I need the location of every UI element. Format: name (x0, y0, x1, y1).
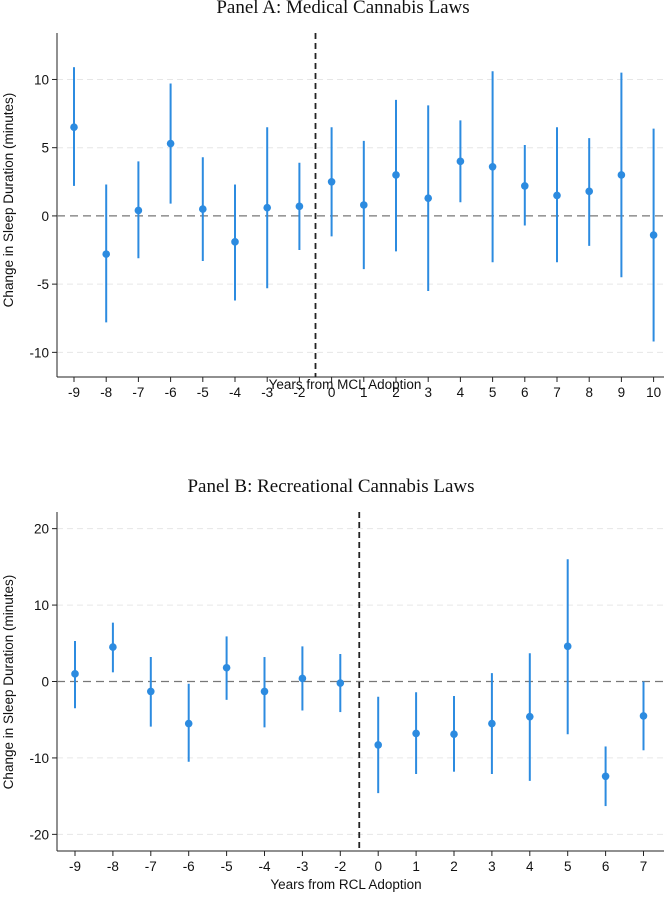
panel-a-axes: -10 -5 0 5 10 -9 -8 -7 -6 -5 -4 -3 -2 0 1 2 3 4 5 6 7 8 9 10 (29, 33, 664, 400)
panel-b-x-tick-label: -2 (334, 859, 346, 874)
panel-a-point-0 (327, 178, 336, 186)
panel-b-x-axis-label: Years from RCL Adoption (270, 877, 421, 892)
panel-b-x-tick-label: -6 (183, 859, 195, 874)
panel-a-x-tick-label: 6 (521, 385, 529, 400)
panel-a-x-tick-label: -9 (68, 385, 80, 400)
panel-b-point-3 (488, 719, 496, 728)
panel-b-x-tick-label: -8 (107, 859, 119, 874)
panel-a-point-8 (585, 187, 593, 196)
panel-a-point-2 (392, 171, 400, 179)
panel-a-x-tick-label: 9 (618, 385, 626, 400)
panel-a-x-tick-label: 2 (392, 385, 400, 400)
panel-b-x-tick-label: 1 (412, 859, 420, 874)
panel-a-x-tick-label: 10 (646, 385, 661, 400)
panel-a-x-tick-label: 3 (424, 385, 432, 400)
panel-a-y-tick-label: -5 (37, 277, 49, 292)
panel-a-marks (57, 33, 664, 377)
panel-a-x-tick-label: -6 (165, 385, 177, 400)
panel-b-point-1 (412, 729, 420, 738)
panel-b-x-tick-label: -3 (296, 859, 308, 874)
panel-a-point-9 (617, 171, 626, 179)
panel-b-x-tick-label: 6 (602, 859, 610, 874)
panel-b-x-tick-label: -5 (221, 859, 233, 874)
panel-b-point--3 (298, 674, 307, 683)
panel-a-y-axis-label: Change in Sleep Duration (minutes) (1, 93, 16, 308)
panel-b-x-tick-label: 7 (640, 859, 648, 874)
panel-b-y-tick-label: 0 (41, 675, 49, 690)
panel-b-point--5 (222, 663, 231, 672)
panel-a-x-tick-label: -4 (229, 385, 241, 400)
panel-b: Panel B: Recreational Cannabis Laws -20-… (1, 476, 664, 892)
panel-b-point-2 (450, 730, 458, 739)
panel-b-title: Panel B: Recreational Cannabis Laws (187, 476, 474, 497)
panel-a-x-tick-label: 8 (585, 385, 593, 400)
panel-b-x-tick-label: 3 (488, 859, 496, 874)
panel-a-x-tick-label: 4 (457, 385, 465, 400)
panel-b-point-7 (639, 712, 648, 720)
panel-a-x-axis-label: Years from MCL Adoption (269, 377, 422, 392)
panel-a-point--8 (102, 250, 110, 258)
panel-a-point--2 (295, 202, 304, 211)
panel-b-x-tick-label: 2 (450, 859, 458, 874)
panel-b-x-tick-label: 4 (526, 859, 534, 874)
panel-a-y-tick-label: 10 (34, 72, 49, 87)
panel-a-x-tick-label: -3 (261, 385, 273, 400)
panel-a-point--3 (263, 203, 272, 212)
panel-a-point-1 (360, 201, 368, 209)
panel-b-x-tick-label: -7 (145, 859, 157, 874)
panel-a-point-7 (553, 191, 561, 200)
panel-b-point-0 (374, 741, 383, 749)
panel-b-marks (57, 512, 664, 851)
panel-b-y-tick-label: -10 (29, 751, 49, 766)
panel-a-point--7 (134, 206, 143, 215)
panel-a-x-tick-label: 7 (553, 385, 561, 400)
panel-b-x-tick-label: -9 (69, 859, 81, 874)
panel-a-point-5 (488, 162, 497, 171)
panel-b-point--2 (336, 679, 345, 687)
panel-a-x-tick-label: -5 (197, 385, 209, 400)
panel-b-y-tick-label: 20 (34, 522, 49, 537)
panel-b-point-5 (563, 642, 572, 651)
panel-b-point--9 (71, 670, 79, 678)
panel-b-point--4 (260, 687, 269, 696)
panel-a-point-4 (456, 157, 465, 166)
panel-a-x-tick-label: 5 (489, 385, 497, 400)
panel-b-y-axis-label: Change in Sleep Duration (minutes) (1, 575, 16, 790)
panel-a-x-tick-label: 1 (360, 385, 368, 400)
panel-b-x-tick-label: -4 (258, 859, 270, 874)
panel-b-point--6 (184, 719, 193, 728)
panel-a-x-tick-label: -7 (132, 385, 144, 400)
panel-b-y-tick-label: -20 (29, 827, 49, 842)
panel-a-point--5 (199, 205, 207, 213)
panel-a-gridlines (57, 78, 664, 353)
panel-a-point-6 (521, 182, 529, 190)
panel-b-point-6 (601, 772, 610, 781)
panel-a-title: Panel A: Medical Cannabis Laws (216, 0, 469, 18)
panel-a-point-3 (424, 194, 433, 202)
panel-b-gridlines (57, 528, 664, 835)
panel-b-x-tick-label: 0 (374, 859, 382, 874)
panel-a-x-tick-label: -8 (100, 385, 112, 400)
panel-a: Panel A: Medical Cannabis Laws -10-50510… (1, 0, 664, 400)
panel-a-y-tick-label: -10 (29, 345, 49, 360)
panel-b-point--8 (109, 643, 117, 651)
panel-a-y-tick-label: 5 (41, 141, 49, 156)
panel-b-point-4 (526, 712, 534, 721)
panel-a-x-tick-label: -2 (293, 385, 305, 400)
panel-a-y-tick-label: 0 (41, 209, 49, 224)
panel-b-point--7 (147, 687, 155, 696)
panel-a-x-tick-label: 0 (328, 385, 336, 400)
panel-a-point-10 (649, 231, 658, 239)
panel-b-y-tick-label: 10 (34, 598, 49, 613)
panel-a-point--6 (166, 139, 175, 148)
panel-a-point--9 (70, 123, 78, 132)
panel-b-x-tick-label: 5 (564, 859, 572, 874)
panel-a-point--4 (231, 238, 239, 246)
